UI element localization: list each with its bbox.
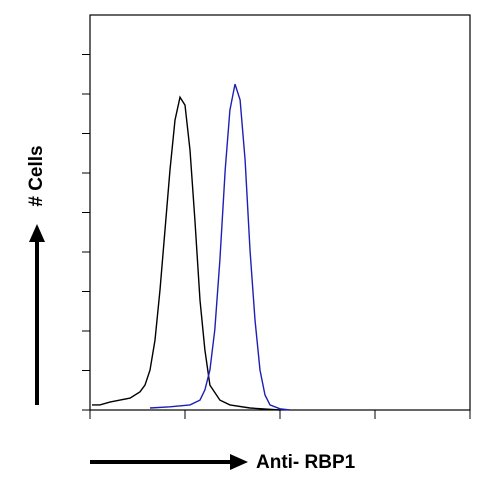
y-arrow-head [29,224,45,242]
x-axis-label: Anti- RBP1 [256,452,356,473]
histogram-line [149,83,290,411]
y-axis-label: # Cells [26,145,47,206]
histogram-line [92,95,281,411]
plot-frame [89,14,471,411]
x-arrow-head [230,454,248,470]
